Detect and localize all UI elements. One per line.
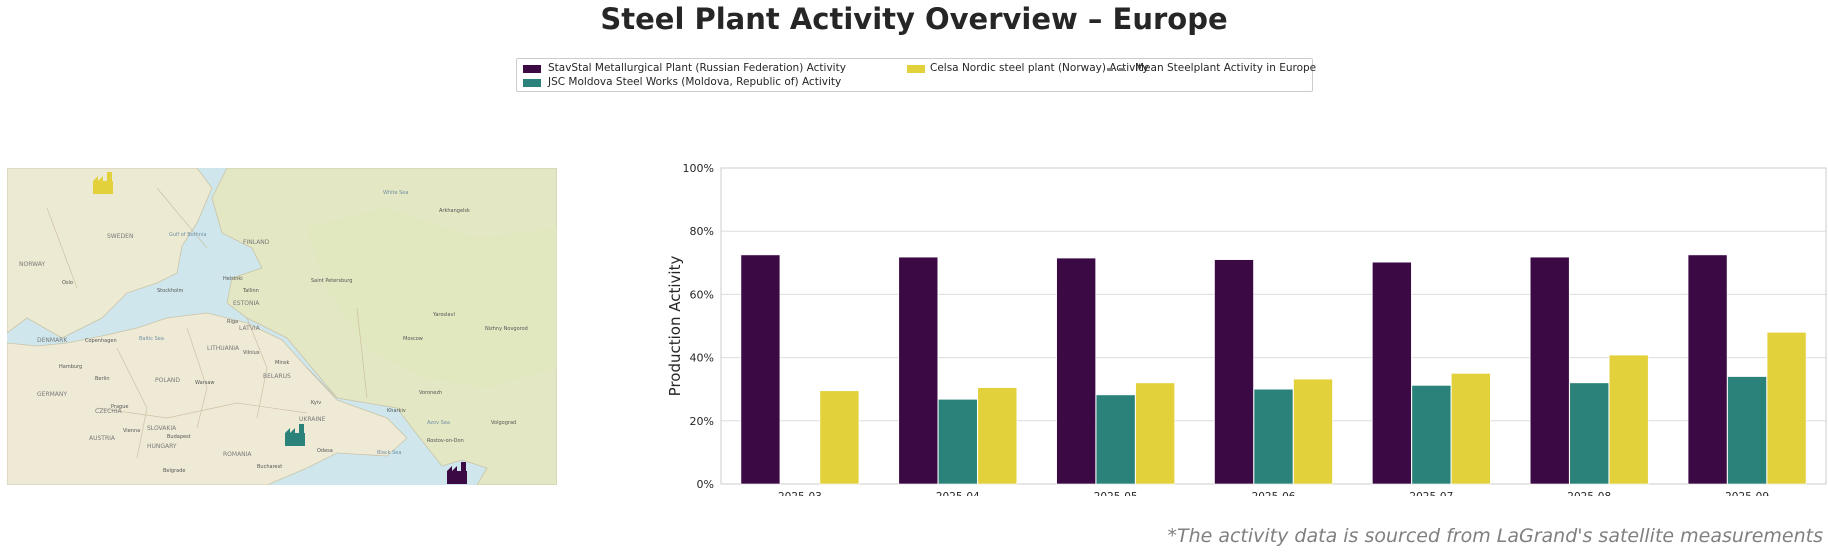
map-city: Vilnius — [243, 350, 260, 356]
x-tick-label: 2025-03 — [778, 491, 822, 496]
chart-legend: StavStal Metallurgical Plant (Russian Fe… — [516, 58, 1317, 92]
map-label: POLAND — [155, 377, 180, 384]
map-borders — [46, 187, 368, 459]
map-city: Copenhagen — [85, 338, 117, 344]
bar — [1687, 254, 1728, 485]
map-city: Odesa — [317, 448, 333, 454]
map-city: Voronezh — [419, 390, 442, 396]
map-sea: Black Sea — [377, 450, 401, 456]
map-sea: Baltic Sea — [139, 336, 164, 342]
y-tick-label: 100% — [683, 162, 714, 175]
map-city: Tallinn — [242, 288, 259, 294]
legend-swatch-celsa — [907, 65, 925, 73]
map-label: DENMARK — [37, 337, 68, 344]
x-tick-label: 2025-09 — [1725, 491, 1769, 496]
bar — [1529, 256, 1570, 485]
bar-chart: 0% 20% 40% 60% 80% 100% 2025-03 2025-04 2025-05 2… — [666, 162, 1827, 496]
map-city: Helsinki — [223, 276, 243, 282]
map-city: Moscow — [403, 336, 423, 342]
map-label: SWEDEN — [107, 233, 133, 240]
x-tick-label: 2025-05 — [1094, 491, 1138, 496]
map-city: Kharkiv — [387, 408, 406, 414]
map-city: Yaroslavl — [432, 312, 455, 318]
map-city: Prague — [111, 404, 128, 410]
bar — [1056, 257, 1096, 485]
europe-map: SWEDEN FINLAND NORWAY ESTONIA LATVIA LIT… — [7, 168, 557, 485]
bar — [1727, 376, 1767, 485]
map-city: Warsaw — [195, 380, 215, 386]
y-tick-label: 20% — [690, 415, 714, 428]
bar — [1293, 378, 1333, 485]
map-sea: Gulf of Bothnia — [169, 232, 206, 238]
map-label: LITHUANIA — [207, 345, 240, 352]
footnote: *The activity data is sourced from LaGra… — [1167, 525, 1823, 547]
map-label: AUSTRIA — [89, 435, 116, 442]
map-city: Hamburg — [59, 364, 82, 370]
y-axis-label: Production Activity — [666, 256, 684, 397]
legend-label-stavstal: StavStal Metallurgical Plant (Russian Fe… — [548, 62, 846, 74]
map-label: ROMANIA — [223, 451, 252, 458]
bar — [1766, 332, 1807, 485]
bar — [1372, 261, 1412, 485]
legend-label-mean: Mean Steelplant Activity in Europe — [1135, 62, 1317, 74]
map-sea: White Sea — [383, 190, 408, 196]
bar — [1214, 259, 1254, 485]
legend-swatch-stavstal — [523, 65, 541, 73]
map-label: SLOVAKIA — [147, 425, 177, 432]
map-city: Budapest — [167, 434, 191, 440]
legend-swatch-mean — [1107, 68, 1125, 71]
x-tick-label: 2025-04 — [936, 491, 980, 496]
map-city: Stockholm — [157, 288, 183, 294]
map-city: Riga — [227, 319, 238, 325]
x-tick-label: 2025-06 — [1252, 491, 1296, 496]
bar — [819, 390, 860, 485]
map-label: ESTONIA — [233, 300, 260, 307]
map-label: UKRAINE — [299, 416, 326, 423]
map-label: LATVIA — [239, 325, 261, 332]
bar — [1135, 382, 1175, 485]
map-sea: Azov Sea — [427, 420, 450, 426]
bar — [1451, 373, 1491, 485]
map-city: Rostov-on-Don — [427, 438, 464, 444]
map-label: FINLAND — [243, 239, 270, 246]
y-tick-label: 40% — [690, 352, 714, 365]
map-city: Oslo — [62, 280, 73, 286]
map-land-russia-east — [307, 208, 557, 388]
map-city: Nizhny Novgorod — [485, 326, 528, 332]
map-city: Bucharest — [257, 464, 282, 470]
map-land-scandinavia — [7, 168, 213, 339]
bar — [898, 256, 939, 485]
map-city: Vienna — [123, 428, 140, 434]
x-tick-label: 2025-08 — [1567, 491, 1611, 496]
page-title: Steel Plant Activity Overview – Europe — [600, 2, 1228, 36]
legend-label-celsa: Celsa Nordic steel plant (Norway) Activi… — [930, 62, 1149, 74]
map-city: Saint Petersburg — [311, 278, 352, 284]
map-city: Berlin — [95, 376, 110, 382]
map-city: Arkhangelsk — [439, 208, 470, 214]
bar — [1569, 382, 1610, 485]
x-tick-label: 2025-07 — [1409, 491, 1453, 496]
bar — [1608, 354, 1649, 485]
map-label: HUNGARY — [147, 443, 177, 450]
map-label: BELARUS — [263, 373, 291, 380]
map-city: Volgograd — [491, 420, 516, 426]
y-tick-label: 80% — [690, 225, 714, 238]
y-tick-label: 0% — [697, 478, 714, 491]
map-label: GERMANY — [37, 391, 67, 398]
map-city: Minsk — [275, 360, 289, 366]
map-city: Kyiv — [311, 400, 321, 406]
bar — [740, 254, 781, 485]
legend-swatch-moldova — [523, 79, 541, 87]
map-black-sea — [297, 456, 447, 485]
bar — [1095, 394, 1136, 485]
map-city: Belgrade — [163, 468, 185, 474]
bar — [937, 399, 978, 485]
bar — [1253, 388, 1294, 485]
legend-label-moldova: JSC Moldova Steel Works (Moldova, Republ… — [548, 76, 842, 88]
map-label: CZECHIA — [95, 408, 123, 415]
bar — [1411, 385, 1452, 485]
bar — [977, 387, 1018, 485]
map-label: NORWAY — [19, 261, 45, 268]
y-tick-label: 60% — [690, 288, 714, 301]
